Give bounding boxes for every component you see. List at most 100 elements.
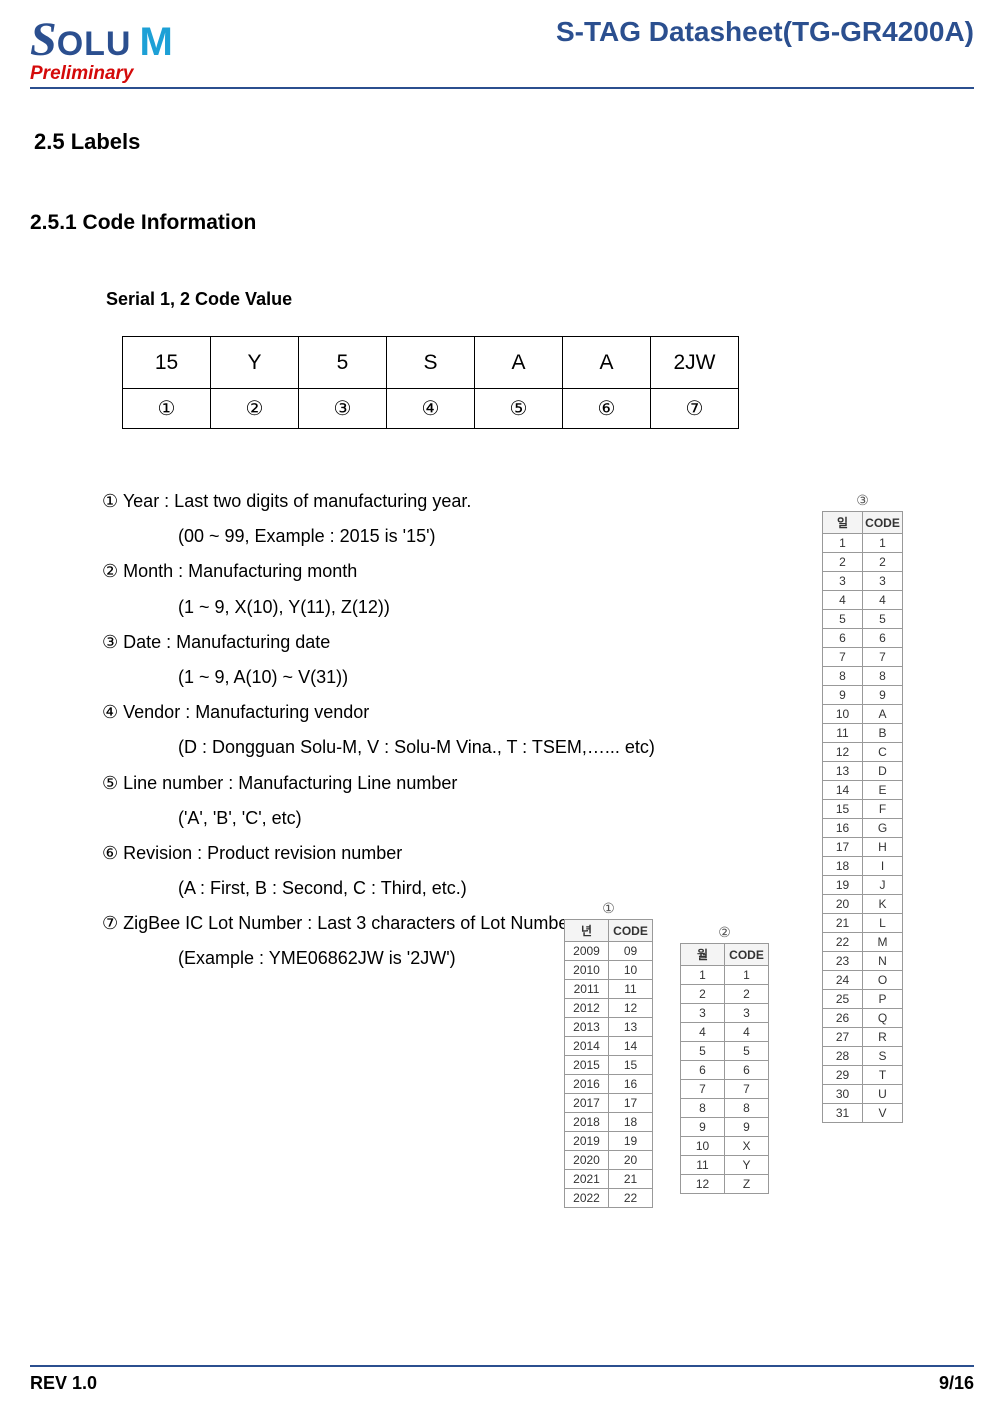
table-cell: 6 bbox=[863, 629, 903, 648]
table-cell: 13 bbox=[823, 762, 863, 781]
table-cell: 4 bbox=[681, 1023, 725, 1042]
section-heading: 2.5 Labels bbox=[34, 129, 974, 155]
code-cell: ⑤ bbox=[475, 389, 563, 429]
code-cell: A bbox=[475, 337, 563, 389]
month-th: 월 bbox=[681, 944, 725, 966]
table-cell: 2 bbox=[823, 553, 863, 572]
logo-m: M bbox=[139, 20, 172, 65]
table-cell: M bbox=[863, 933, 903, 952]
table-cell: 1 bbox=[725, 966, 769, 985]
code-table: 15 Y 5 S A A 2JW ① ② ③ ④ ⑤ ⑥ ⑦ bbox=[122, 336, 739, 429]
table-cell: G bbox=[863, 819, 903, 838]
page-footer: REV 1.0 9/16 bbox=[30, 1365, 974, 1394]
code-cell: 5 bbox=[299, 337, 387, 389]
table-cell: 5 bbox=[823, 610, 863, 629]
day-table-circ: ③ bbox=[823, 490, 903, 512]
table-cell: 2 bbox=[725, 985, 769, 1004]
table-cell: 1 bbox=[823, 534, 863, 553]
table-cell: 7 bbox=[823, 648, 863, 667]
year-th: CODE bbox=[609, 920, 653, 942]
page-number: 9/16 bbox=[939, 1373, 974, 1394]
table-cell: 24 bbox=[823, 971, 863, 990]
table-cell: 2018 bbox=[565, 1113, 609, 1132]
table-cell: 3 bbox=[681, 1004, 725, 1023]
table-cell: 2021 bbox=[565, 1170, 609, 1189]
table-cell: 3 bbox=[823, 572, 863, 591]
table-cell: 2020 bbox=[565, 1151, 609, 1170]
logo-s: S bbox=[30, 12, 55, 67]
code-cell: 2JW bbox=[651, 337, 739, 389]
code-cell: A bbox=[563, 337, 651, 389]
code-cell: ⑥ bbox=[563, 389, 651, 429]
table-cell: 3 bbox=[725, 1004, 769, 1023]
table-cell: 9 bbox=[725, 1118, 769, 1137]
year-table: ① 년CODE 20090920101020111120121220131320… bbox=[564, 898, 653, 1208]
table-cell: 2015 bbox=[565, 1056, 609, 1075]
code-cell: ③ bbox=[299, 389, 387, 429]
table-cell: 2009 bbox=[565, 942, 609, 961]
table-cell: 18 bbox=[823, 857, 863, 876]
table-cell: A bbox=[863, 705, 903, 724]
table-cell: 27 bbox=[823, 1028, 863, 1047]
table-cell: 2022 bbox=[565, 1189, 609, 1208]
table-cell: 2014 bbox=[565, 1037, 609, 1056]
preliminary-label: Preliminary bbox=[30, 63, 173, 85]
table-cell: 12 bbox=[609, 999, 653, 1018]
table-cell: 4 bbox=[863, 591, 903, 610]
table-cell: 2 bbox=[681, 985, 725, 1004]
table-cell: 3 bbox=[863, 572, 903, 591]
table-cell: 6 bbox=[681, 1061, 725, 1080]
table-cell: 25 bbox=[823, 990, 863, 1009]
table-cell: J bbox=[863, 876, 903, 895]
table-cell: 14 bbox=[609, 1037, 653, 1056]
table-cell: O bbox=[863, 971, 903, 990]
table-cell: 5 bbox=[681, 1042, 725, 1061]
day-table: ③ 일CODE 11223344556677889910A11B12C13D14… bbox=[822, 490, 903, 1123]
table-cell: 7 bbox=[863, 648, 903, 667]
table-cell: I bbox=[863, 857, 903, 876]
code-table-row-values: 15 Y 5 S A A 2JW bbox=[123, 337, 739, 389]
code-cell: 15 bbox=[123, 337, 211, 389]
table-cell: 19 bbox=[609, 1132, 653, 1151]
table-cell: 16 bbox=[823, 819, 863, 838]
table-cell: 8 bbox=[725, 1099, 769, 1118]
table-cell: 23 bbox=[823, 952, 863, 971]
table-cell: 18 bbox=[609, 1113, 653, 1132]
month-table-wrap: ② 월CODE 11223344556677889910X11Y12Z bbox=[680, 922, 769, 1194]
logo-block: S OLU M Preliminary bbox=[30, 12, 173, 85]
table-cell: 30 bbox=[823, 1085, 863, 1104]
document-title: S-TAG Datasheet(TG-GR4200A) bbox=[556, 16, 974, 48]
day-th: CODE bbox=[863, 512, 903, 534]
table-cell: Q bbox=[863, 1009, 903, 1028]
table-cell: 2013 bbox=[565, 1018, 609, 1037]
table-cell: 19 bbox=[823, 876, 863, 895]
table-cell: 11 bbox=[823, 724, 863, 743]
table-cell: 22 bbox=[609, 1189, 653, 1208]
month-th: CODE bbox=[725, 944, 769, 966]
table-cell: 29 bbox=[823, 1066, 863, 1085]
table-cell: U bbox=[863, 1085, 903, 1104]
table-cell: 5 bbox=[863, 610, 903, 629]
table-cell: D bbox=[863, 762, 903, 781]
table-cell: 09 bbox=[609, 942, 653, 961]
table-cell: 17 bbox=[609, 1094, 653, 1113]
table-cell: 20 bbox=[609, 1151, 653, 1170]
table-cell: 20 bbox=[823, 895, 863, 914]
table-cell: S bbox=[863, 1047, 903, 1066]
table-cell: 5 bbox=[725, 1042, 769, 1061]
year-table-wrap: ① 년CODE 20090920101020111120121220131320… bbox=[564, 898, 653, 1208]
month-table: ② 월CODE 11223344556677889910X11Y12Z bbox=[680, 922, 769, 1194]
table-cell: 10 bbox=[609, 961, 653, 980]
table-cell: 9 bbox=[681, 1118, 725, 1137]
table-cell: 2010 bbox=[565, 961, 609, 980]
code-cell: Y bbox=[211, 337, 299, 389]
table-cell: T bbox=[863, 1066, 903, 1085]
table-cell: 2019 bbox=[565, 1132, 609, 1151]
serial-heading: Serial 1, 2 Code Value bbox=[106, 289, 974, 310]
code-cell: S bbox=[387, 337, 475, 389]
code-cell: ④ bbox=[387, 389, 475, 429]
table-cell: 12 bbox=[823, 743, 863, 762]
subsection-heading: 2.5.1 Code Information bbox=[30, 211, 974, 235]
table-cell: 8 bbox=[863, 667, 903, 686]
day-table-wrap: ③ 일CODE 11223344556677889910A11B12C13D14… bbox=[822, 490, 903, 1123]
